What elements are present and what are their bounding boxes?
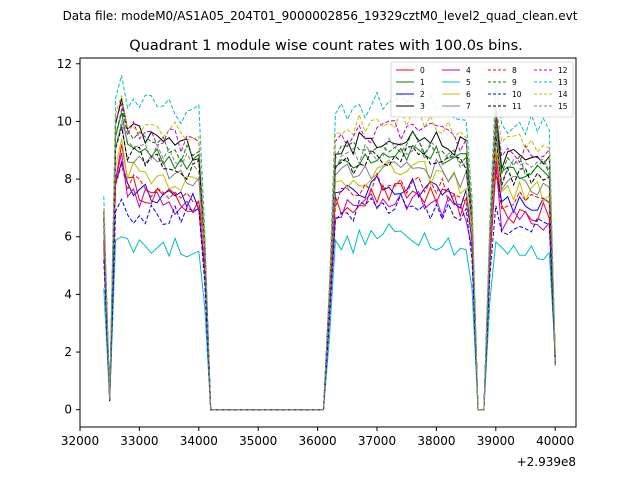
x-tick-label: 40000	[536, 434, 574, 448]
axes-layer: 32000 33000 34000 35000 36000 37000 38000 39000…	[57, 57, 577, 448]
legend-label-9: 9	[512, 78, 517, 87]
axes-frame	[79, 57, 577, 428]
legend-label-12: 12	[558, 66, 568, 75]
legend-label-4: 4	[466, 66, 471, 75]
legend-label-10: 10	[512, 90, 522, 99]
legend-label-11: 11	[512, 102, 522, 111]
legend-label-5: 5	[466, 78, 471, 87]
legend-label-3: 3	[420, 102, 425, 111]
series-line-8	[103, 162, 556, 411]
series-line-7	[103, 124, 556, 411]
legend-label-6: 6	[466, 90, 471, 99]
x-tick-label: 33000	[120, 434, 158, 448]
y-tick-label: 4	[64, 287, 72, 301]
legend-label-1: 1	[420, 78, 425, 87]
series-line-14	[103, 95, 556, 411]
series-line-12	[103, 102, 556, 411]
legend-box	[390, 61, 574, 118]
series-line-3	[103, 98, 556, 411]
x-offset-label: +2.939e8	[517, 455, 576, 469]
x-tick-label: 32000	[61, 434, 99, 448]
y-tick-label: 8	[64, 172, 72, 186]
x-tick-label: 36000	[299, 434, 337, 448]
legend-label-13: 13	[558, 78, 568, 87]
y-tick-label: 6	[64, 230, 72, 244]
y-tick-label: 12	[57, 57, 72, 71]
x-tick-label: 39000	[477, 434, 515, 448]
legend-label-7: 7	[466, 102, 471, 111]
legend-label-14: 14	[558, 90, 568, 99]
y-tick-label: 0	[64, 403, 72, 417]
chart-title: Quadrant 1 module wise count rates with …	[129, 38, 523, 54]
legend-label-8: 8	[512, 66, 517, 75]
x-tick-label: 37000	[358, 434, 396, 448]
x-tick-label: 38000	[417, 434, 455, 448]
series-line-15	[103, 119, 556, 411]
y-tick-label: 10	[57, 114, 72, 128]
legend-label-0: 0	[420, 66, 425, 75]
figure-suptitle: Data file: modeM0/AS1A05_204T01_90000028…	[63, 9, 578, 23]
series-line-13	[103, 75, 556, 411]
legend-label-2: 2	[420, 90, 425, 99]
series-line-1	[103, 112, 556, 411]
legend-label-15: 15	[558, 102, 568, 111]
series-line-0	[103, 144, 556, 411]
x-tick-label: 35000	[239, 434, 277, 448]
y-tick-label: 2	[64, 345, 72, 359]
series-layer	[103, 75, 556, 411]
x-tick-label: 34000	[180, 434, 218, 448]
